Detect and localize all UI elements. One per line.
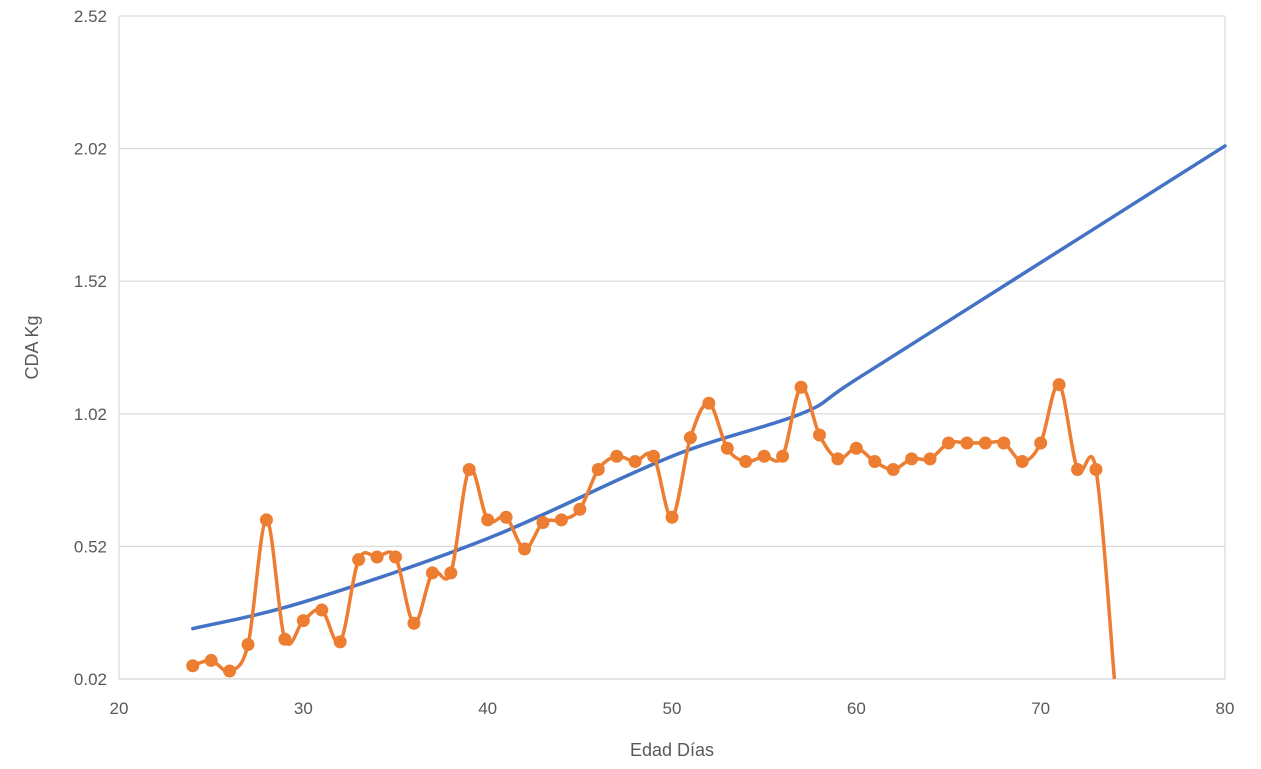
data-point (905, 452, 919, 466)
data-point (1015, 455, 1029, 469)
data-point (407, 616, 421, 630)
data-point (444, 566, 458, 580)
data-point (610, 449, 624, 463)
data-point (628, 455, 642, 469)
gridlines (119, 15, 1225, 680)
data-point (1052, 378, 1066, 392)
x-tick-label: 60 (847, 699, 866, 718)
data-point (683, 431, 697, 445)
data-point (554, 513, 568, 527)
y-tick-label: 0.52 (74, 537, 107, 556)
x-tick-label: 20 (110, 699, 129, 718)
data-point (794, 380, 808, 394)
data-point (942, 436, 955, 450)
data-point (1071, 462, 1085, 476)
data-point (776, 449, 790, 463)
data-point (499, 510, 513, 524)
data-point (223, 664, 237, 678)
data-point (333, 635, 347, 649)
data-point (573, 502, 587, 516)
data-point (1089, 462, 1103, 476)
tick-labels: 0.02 0.52 1.02 1.52 2.02 2.52 20 30 40 50 60 70 80 (74, 7, 1235, 718)
data-point (868, 455, 882, 469)
data-point (462, 462, 476, 476)
y-tick-label: 1.52 (74, 272, 107, 291)
data-point (1034, 436, 1048, 450)
data-point (370, 550, 384, 564)
data-point (978, 436, 992, 450)
data-point (389, 550, 402, 564)
data-point (241, 638, 255, 652)
data-point (739, 455, 753, 469)
data-point (702, 396, 716, 410)
y-axis-title: CDA Kg (22, 315, 42, 379)
data-point (886, 462, 900, 476)
data-point (481, 513, 495, 527)
data-point (923, 452, 937, 466)
data-point (352, 553, 366, 567)
data-point (960, 436, 974, 450)
plot-area (186, 144, 1227, 680)
trend-line (190, 144, 1227, 631)
data-point (425, 566, 439, 580)
data-point (296, 614, 310, 628)
data-point (812, 428, 826, 442)
data-point (186, 659, 200, 673)
x-tick-label: 70 (1031, 699, 1050, 718)
data-point (720, 441, 734, 455)
y-tick-label: 1.02 (74, 405, 107, 424)
x-axis-title: Edad Días (630, 740, 714, 760)
data-point (536, 516, 550, 530)
data-point (997, 436, 1011, 450)
data-point (518, 542, 532, 556)
data-point (259, 513, 273, 527)
x-tick-label: 80 (1216, 699, 1235, 718)
data-point (591, 462, 605, 476)
observed-line (192, 382, 1117, 680)
data-point (849, 441, 863, 455)
x-tick-label: 30 (294, 699, 313, 718)
y-tick-label: 2.52 (74, 7, 107, 26)
data-point (757, 449, 771, 463)
data-point (278, 632, 292, 646)
data-point (647, 449, 661, 463)
x-tick-label: 40 (478, 699, 497, 718)
data-point (665, 510, 679, 524)
y-tick-label: 2.02 (74, 140, 107, 159)
y-tick-label: 0.02 (74, 670, 107, 689)
data-point (315, 603, 329, 617)
axes (118, 16, 1226, 680)
x-tick-label: 50 (663, 699, 682, 718)
data-point (831, 452, 845, 466)
data-point (204, 653, 218, 667)
